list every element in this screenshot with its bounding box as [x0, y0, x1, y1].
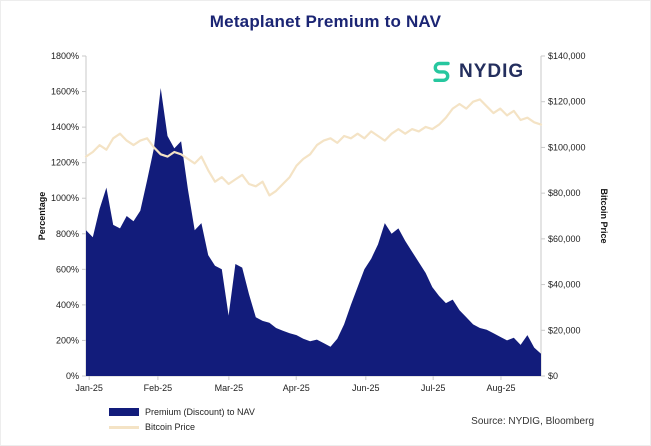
premium-area-series	[86, 88, 541, 376]
left-tick-label: 600%	[56, 264, 79, 274]
chart-title: Metaplanet Premium to NAV	[209, 12, 442, 31]
left-tick-label: 1800%	[51, 51, 79, 61]
bitcoin-line-series	[84, 98, 543, 197]
x-tick-label: Mar-25	[215, 383, 244, 393]
chart-legend: Premium (Discount) to NAV Bitcoin Price	[109, 407, 255, 432]
x-tick-label: Aug-25	[486, 383, 515, 393]
right-tick-label: $80,000	[548, 188, 581, 198]
right-tick-label: $40,000	[548, 280, 581, 290]
bitcoin-legend-label: Bitcoin Price	[145, 422, 196, 432]
left-tick-label: 0%	[66, 371, 79, 381]
right-tick-label: $100,000	[548, 142, 586, 152]
left-tick-label: 800%	[56, 229, 79, 239]
left-tick-label: 1000%	[51, 193, 79, 203]
legend-item-bitcoin: Bitcoin Price	[109, 422, 255, 432]
bitcoin-legend-swatch	[109, 425, 139, 429]
x-tick-label: Jan-25	[75, 383, 103, 393]
x-tick-label: Jun-25	[352, 383, 380, 393]
x-tick-label: Jul-25	[421, 383, 446, 393]
left-tick-label: 1400%	[51, 122, 79, 132]
left-axis-title: Percentage	[37, 192, 47, 241]
right-tick-label: $140,000	[548, 51, 586, 61]
right-axis-title: Bitcoin Price	[599, 188, 609, 243]
x-tick-label: Feb-25	[144, 383, 173, 393]
premium-legend-label: Premium (Discount) to NAV	[145, 407, 255, 417]
source-text: Source: NYDIG, Bloomberg	[471, 416, 594, 427]
nydig-logo: NYDIG	[431, 59, 524, 84]
right-tick-label: $20,000	[548, 325, 581, 335]
nydig-logo-icon	[433, 61, 450, 82]
left-tick-label: 400%	[56, 300, 79, 310]
left-tick-label: 200%	[56, 335, 79, 345]
right-tick-label: $60,000	[548, 234, 581, 244]
left-tick-label: 1600%	[51, 87, 79, 97]
legend-item-premium: Premium (Discount) to NAV	[109, 407, 255, 417]
x-tick-label: Apr-25	[283, 383, 310, 393]
right-tick-label: $0	[548, 371, 558, 381]
left-tick-label: 1200%	[51, 158, 79, 168]
nydig-logo-text: NYDIG	[459, 60, 525, 82]
right-tick-label: $120,000	[548, 97, 586, 107]
premium-legend-swatch	[109, 408, 139, 416]
